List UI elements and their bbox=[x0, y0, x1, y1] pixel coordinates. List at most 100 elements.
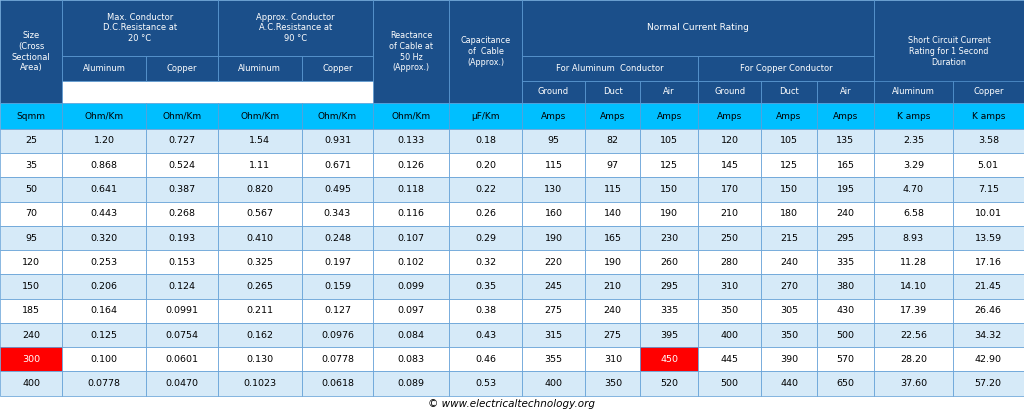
Bar bbox=[817, 274, 874, 299]
Bar bbox=[450, 103, 522, 129]
Text: Max. Conductor
D.C.Resistance at
20 °C: Max. Conductor D.C.Resistance at 20 °C bbox=[102, 13, 177, 43]
Bar bbox=[952, 274, 1024, 299]
Bar bbox=[874, 226, 952, 250]
Bar bbox=[302, 371, 373, 396]
Text: 0.097: 0.097 bbox=[397, 306, 425, 315]
Text: Reactance
of Cable at
50 Hz
(Approx.): Reactance of Cable at 50 Hz (Approx.) bbox=[389, 31, 433, 72]
Text: Copper: Copper bbox=[167, 64, 198, 73]
Bar bbox=[640, 226, 698, 250]
Text: 0.248: 0.248 bbox=[324, 233, 351, 242]
Text: Ohm/Km: Ohm/Km bbox=[163, 112, 202, 121]
Bar bbox=[450, 274, 522, 299]
Text: 0.387: 0.387 bbox=[168, 185, 196, 194]
Text: 0.29: 0.29 bbox=[475, 233, 496, 242]
Text: 0.931: 0.931 bbox=[324, 136, 351, 145]
Bar bbox=[0, 202, 62, 226]
Text: 105: 105 bbox=[780, 136, 798, 145]
Text: 0.32: 0.32 bbox=[475, 258, 496, 267]
Text: 82: 82 bbox=[607, 136, 618, 145]
Text: 0.0601: 0.0601 bbox=[166, 355, 199, 364]
Bar bbox=[146, 103, 218, 129]
Bar bbox=[952, 299, 1024, 323]
Text: 125: 125 bbox=[780, 161, 798, 170]
Bar bbox=[698, 323, 762, 347]
Text: 520: 520 bbox=[660, 379, 678, 388]
Bar bbox=[373, 371, 450, 396]
Text: 0.118: 0.118 bbox=[397, 185, 425, 194]
Bar bbox=[146, 371, 218, 396]
Bar bbox=[450, 347, 522, 371]
Bar bbox=[952, 323, 1024, 347]
Text: 7.15: 7.15 bbox=[978, 185, 998, 194]
Bar bbox=[874, 129, 952, 153]
Bar bbox=[817, 153, 874, 177]
Bar bbox=[640, 202, 698, 226]
Bar bbox=[218, 129, 302, 153]
Text: 445: 445 bbox=[721, 355, 738, 364]
Bar bbox=[762, 274, 817, 299]
Bar bbox=[450, 202, 522, 226]
Text: 0.1023: 0.1023 bbox=[243, 379, 276, 388]
Bar bbox=[146, 274, 218, 299]
Text: 0.211: 0.211 bbox=[246, 306, 273, 315]
Text: 195: 195 bbox=[837, 185, 854, 194]
Bar bbox=[817, 250, 874, 274]
Text: 295: 295 bbox=[660, 282, 678, 291]
Bar bbox=[762, 371, 817, 396]
Bar bbox=[0, 226, 62, 250]
Text: 0.0754: 0.0754 bbox=[166, 330, 199, 339]
Bar bbox=[698, 274, 762, 299]
Bar bbox=[762, 129, 817, 153]
Text: 150: 150 bbox=[660, 185, 678, 194]
Text: Ohm/Km: Ohm/Km bbox=[391, 112, 431, 121]
Text: 0.443: 0.443 bbox=[91, 209, 118, 218]
Text: 0.125: 0.125 bbox=[91, 330, 118, 339]
Bar bbox=[585, 274, 640, 299]
Bar bbox=[817, 371, 874, 396]
Text: 165: 165 bbox=[837, 161, 854, 170]
Text: 120: 120 bbox=[721, 136, 738, 145]
Bar bbox=[762, 153, 817, 177]
Text: 95: 95 bbox=[26, 233, 37, 242]
Bar bbox=[640, 103, 698, 129]
Bar bbox=[874, 0, 1024, 103]
Text: 220: 220 bbox=[545, 258, 562, 267]
Bar bbox=[874, 347, 952, 371]
Bar bbox=[762, 299, 817, 323]
Text: 4.70: 4.70 bbox=[903, 185, 924, 194]
Text: 35: 35 bbox=[25, 161, 37, 170]
Text: For Copper Conductor: For Copper Conductor bbox=[739, 64, 833, 73]
Bar bbox=[0, 274, 62, 299]
Text: 34.32: 34.32 bbox=[975, 330, 1001, 339]
Text: Copper: Copper bbox=[323, 64, 352, 73]
Text: 245: 245 bbox=[545, 282, 562, 291]
Text: 97: 97 bbox=[607, 161, 618, 170]
Text: 0.206: 0.206 bbox=[91, 282, 118, 291]
Bar bbox=[522, 202, 585, 226]
Text: 240: 240 bbox=[780, 258, 798, 267]
Bar bbox=[62, 274, 146, 299]
Bar bbox=[698, 202, 762, 226]
Text: 190: 190 bbox=[660, 209, 678, 218]
Bar bbox=[952, 250, 1024, 274]
Bar bbox=[62, 299, 146, 323]
Text: 0.265: 0.265 bbox=[246, 282, 273, 291]
Bar bbox=[450, 129, 522, 153]
Bar bbox=[450, 250, 522, 274]
Bar bbox=[302, 274, 373, 299]
Bar bbox=[0, 177, 62, 202]
Text: 125: 125 bbox=[660, 161, 678, 170]
Text: Amps: Amps bbox=[717, 112, 742, 121]
Bar bbox=[762, 347, 817, 371]
Bar bbox=[218, 299, 302, 323]
Text: 0.43: 0.43 bbox=[475, 330, 496, 339]
Text: 0.130: 0.130 bbox=[246, 355, 273, 364]
Bar bbox=[817, 129, 874, 153]
Text: 26.46: 26.46 bbox=[975, 306, 1001, 315]
Bar bbox=[585, 129, 640, 153]
Text: 11.28: 11.28 bbox=[900, 258, 927, 267]
Bar bbox=[952, 129, 1024, 153]
Text: Approx. Conductor
A.C.Resistance at
90 °C: Approx. Conductor A.C.Resistance at 90 °… bbox=[256, 13, 335, 43]
Text: 0.0470: 0.0470 bbox=[166, 379, 199, 388]
Bar bbox=[952, 371, 1024, 396]
